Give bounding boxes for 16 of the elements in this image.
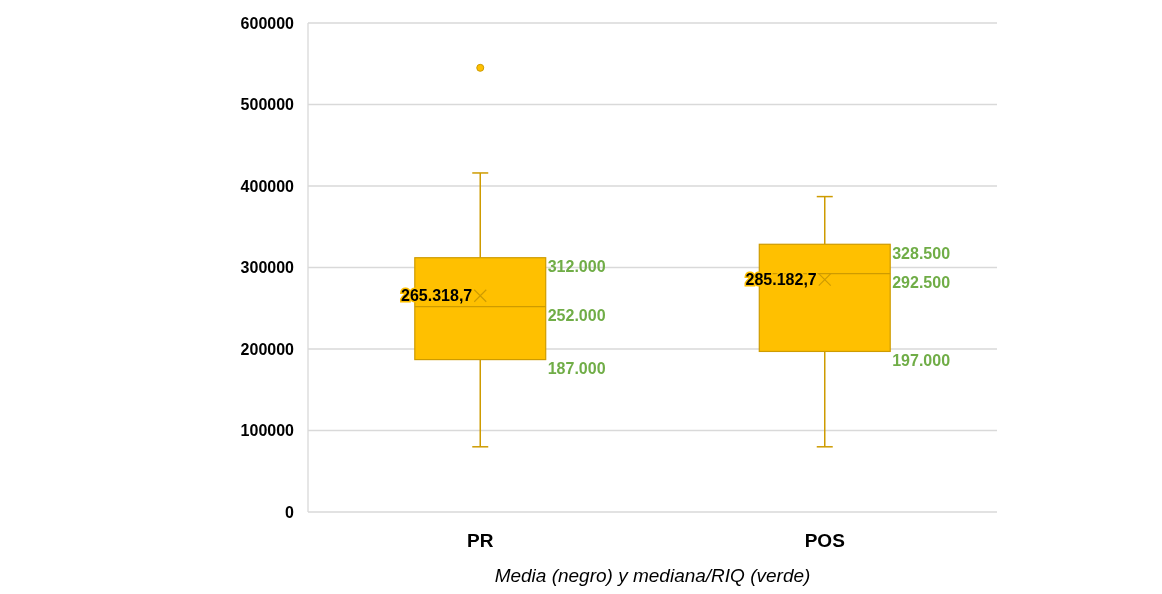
x-axis-title: Media (negro) y mediana/RIQ (verde) (494, 565, 811, 586)
annotation: 312.000 (547, 258, 606, 276)
x-tick-label: PR (467, 530, 494, 551)
annotation: 197.000 (892, 352, 951, 370)
y-tick-label: 100000 (240, 422, 295, 440)
y-tick-label: 0 (285, 503, 295, 521)
y-tick-label: 400000 (240, 177, 295, 195)
annotation: 252.000 (547, 307, 606, 325)
y-tick-label: 300000 (240, 259, 295, 277)
y-tick-label: 600000 (240, 14, 295, 32)
x-tick-label: POS (804, 530, 845, 551)
y-tick-label: 200000 (240, 340, 295, 358)
annotation: 292.500 (892, 274, 951, 292)
annotation: 328.500 (892, 244, 951, 262)
annotation: 187.000 (547, 360, 606, 378)
y-tick-label: 500000 (240, 96, 295, 114)
